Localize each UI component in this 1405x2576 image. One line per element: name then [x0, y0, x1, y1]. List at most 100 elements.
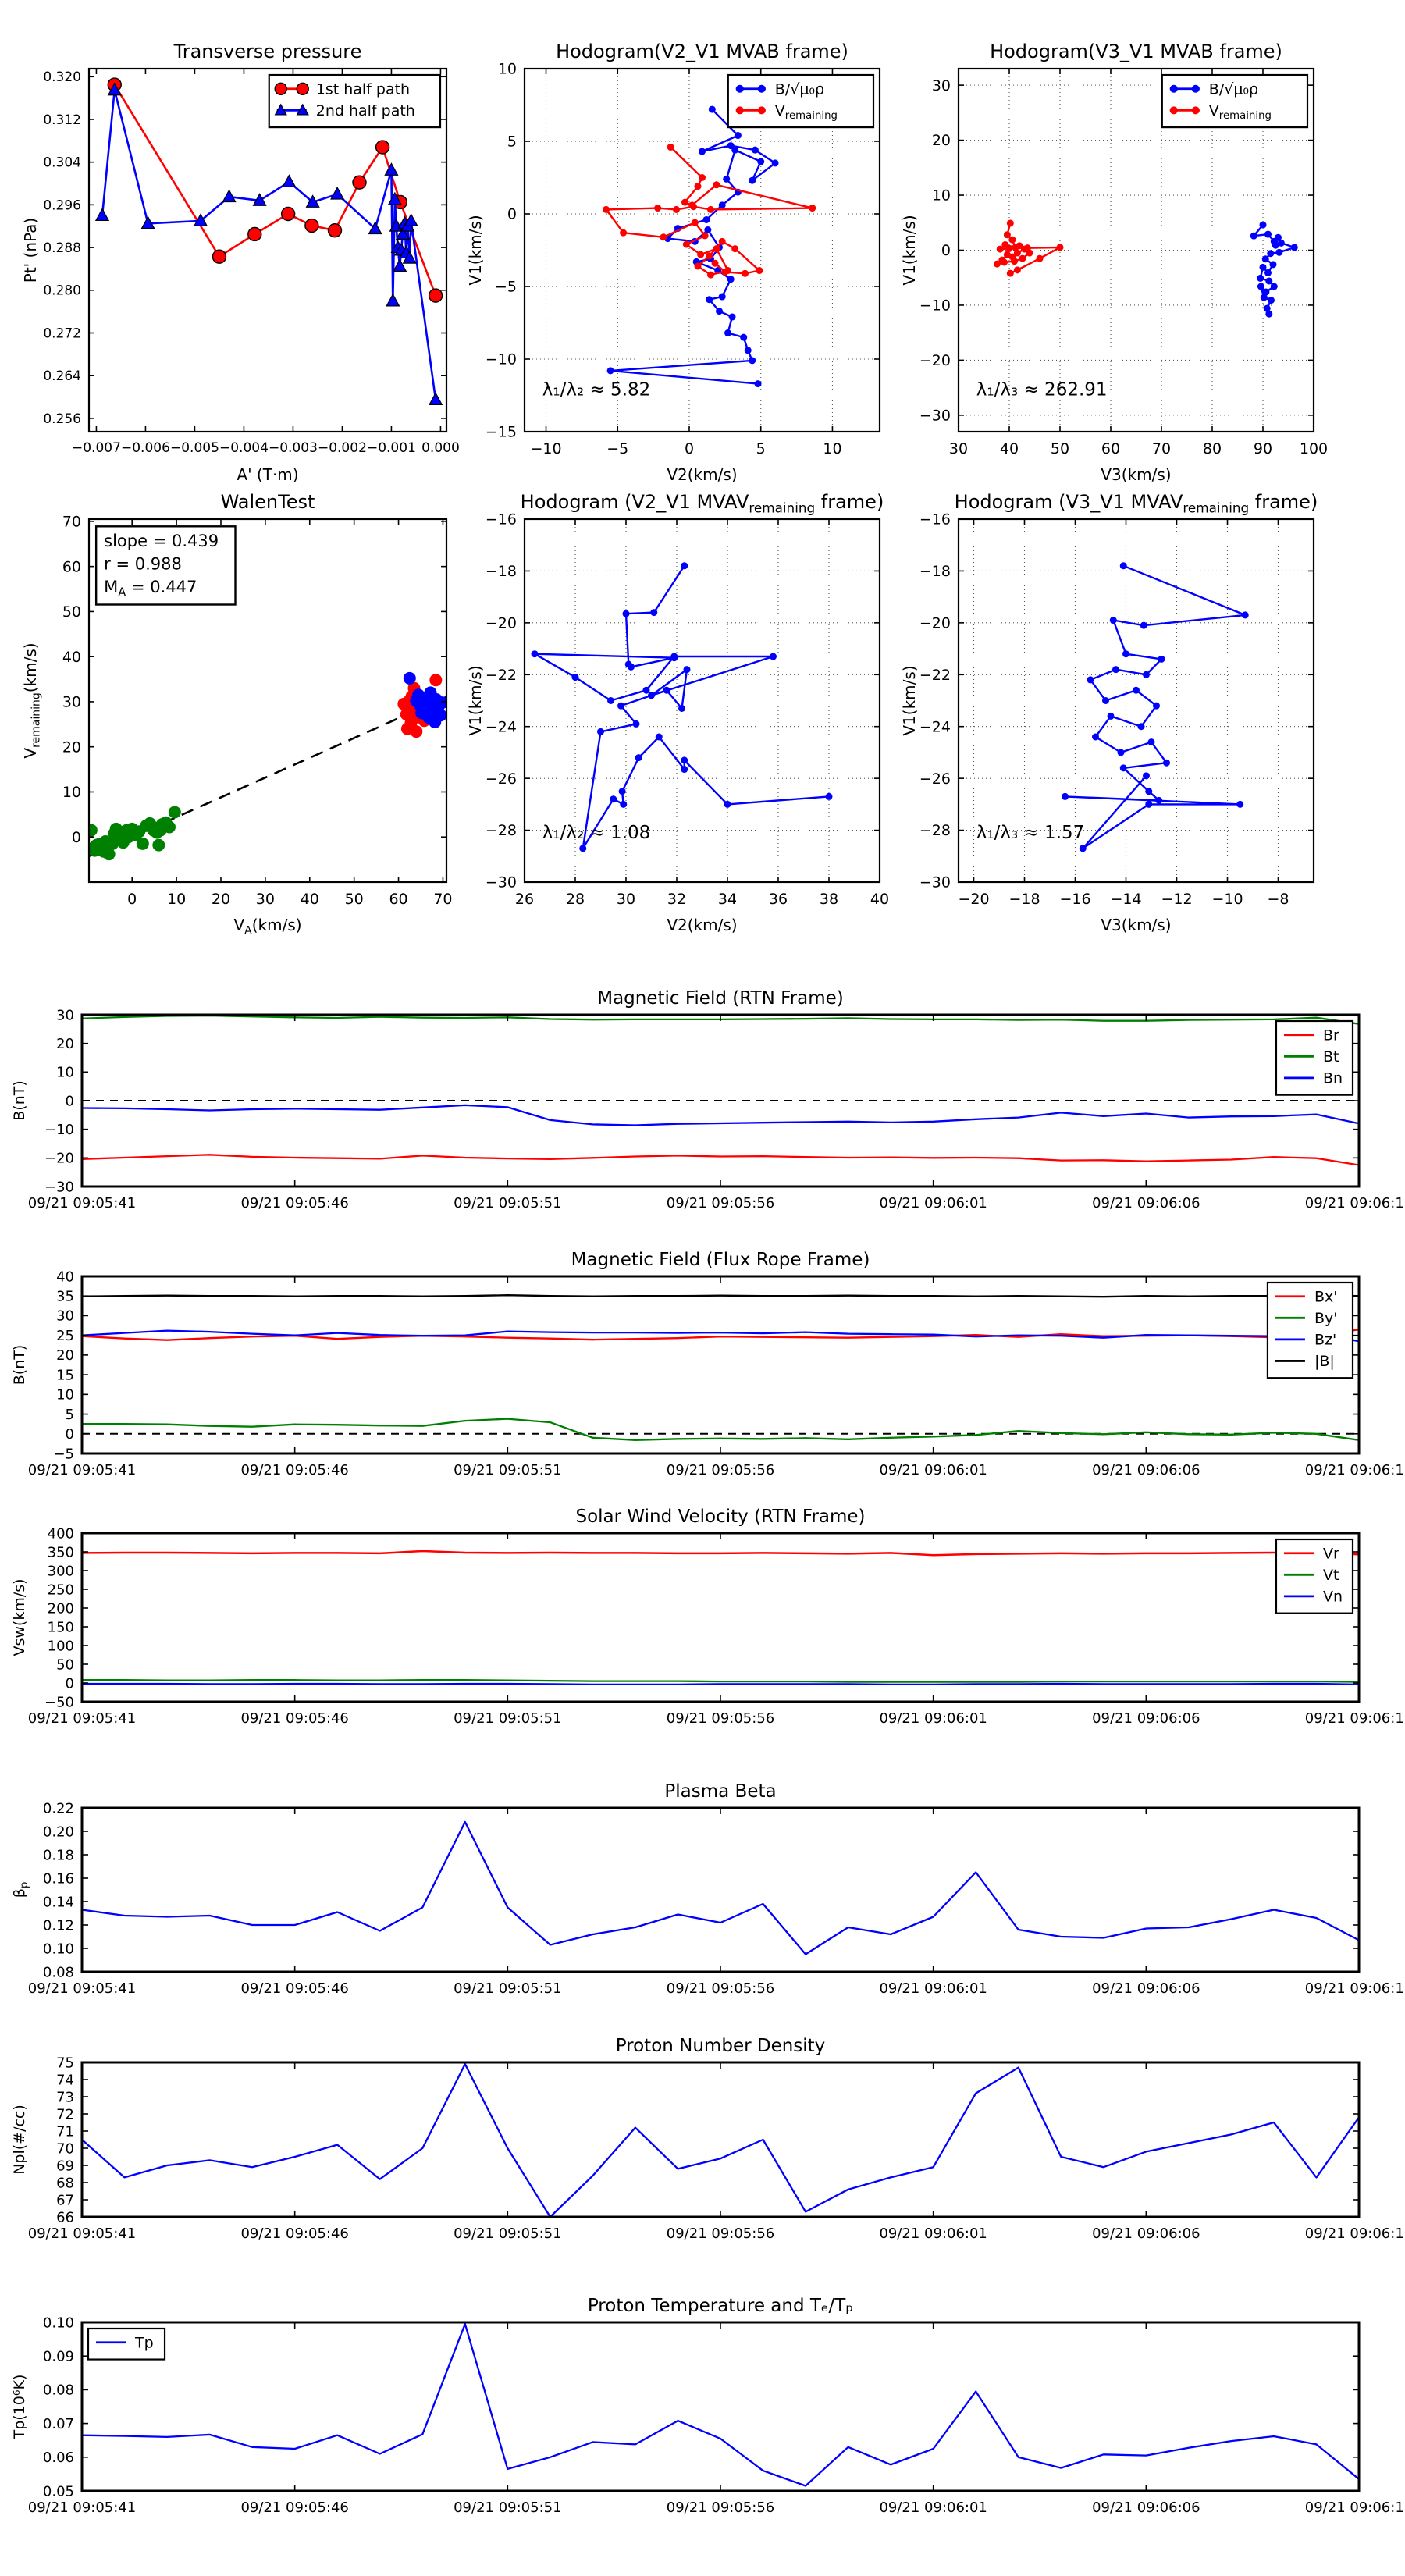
y-axis-label: Npl(#/cc)	[11, 2105, 28, 2175]
x-tick-label: 09/21 09:05:46	[240, 2500, 348, 2516]
chart-title: Hodogram (V2_V1 MVAVremaining frame)	[521, 491, 884, 515]
y-tick-label: 10	[56, 1387, 74, 1404]
transverse_pressure-svg: −0.007 −0.006 −0.005 −0.004 −0.003 −0.002 −0.0…	[21, 41, 460, 484]
y-tick-label: 0	[66, 1093, 74, 1109]
x-tick-label: 09/21 09:05:41	[28, 1195, 136, 1212]
x-axis-label: A' (T·m)	[237, 465, 298, 484]
annotation-text: λ₁/λ₂ ≈ 5.82	[542, 380, 651, 400]
x-tick-label: 09/21 09:06:11	[1305, 2500, 1405, 2516]
series-2nd-half-path	[94, 82, 443, 405]
series-npl	[82, 2063, 1359, 2217]
x-axis-label: V3(km/s)	[1101, 916, 1171, 934]
x-tick-label: 90	[1254, 440, 1272, 457]
annotation-text: λ₁/λ₃ ≈ 262.91	[976, 380, 1108, 400]
chart-title: Solar Wind Velocity (RTN Frame)	[575, 1507, 865, 1527]
x-tick-label: 0	[685, 440, 694, 457]
y-axis-label: V1(km/s)	[900, 215, 919, 285]
x-tick-label: −0.001	[367, 440, 416, 456]
y-tick-label: 250	[48, 1582, 74, 1598]
y-tick-label: 0	[66, 1426, 74, 1443]
y-tick-label: 70	[62, 514, 81, 531]
series-2nd-half-points	[403, 671, 446, 728]
y-tick-label: 0.12	[43, 1917, 74, 1934]
y-tick-label: −24	[486, 718, 517, 735]
y-tick-label: 60	[62, 558, 81, 575]
y-tick-label: 0.280	[43, 283, 81, 299]
legend-label: Bx'	[1314, 1288, 1338, 1305]
x-tick-label: 09/21 09:05:56	[667, 2500, 774, 2516]
y-axis-label: V1(km/s)	[900, 665, 919, 735]
y-tick-label: 68	[56, 2175, 74, 2191]
x-tick-label: −10	[1211, 891, 1243, 908]
y-tick-label: −20	[919, 352, 951, 369]
series-bn	[82, 1104, 1359, 1126]
y-tick-label: 30	[56, 1308, 74, 1325]
y-tick-label: 0.256	[43, 411, 81, 427]
hodogram_mvab_v3-svg: 30 40 50 60 70 80 90 100 −30 −20 −10 0 10 20 30 Hodogra…	[900, 41, 1328, 484]
y-tick-label: 70	[56, 2140, 74, 2157]
x-tick-label: −8	[1267, 891, 1289, 908]
chart-title: Proton Temperature and Tₑ/Tₚ	[588, 2296, 853, 2316]
y-tick-label: 5	[66, 1407, 74, 1423]
x-tick-label: 09/21 09:05:56	[667, 1710, 774, 1727]
series-br	[82, 1154, 1359, 1166]
y-tick-label: −18	[919, 563, 951, 580]
x-tick-label: 0	[127, 891, 137, 908]
x-tick-label: −12	[1161, 891, 1192, 908]
hodogram_mvav_v3-svg: −20 −18 −16 −14 −12 −10 −8 −30 −28 −26 −24 −22 −20 −1…	[900, 491, 1318, 934]
y-tick-label: 0.09	[43, 2349, 74, 2365]
y-tick-label: −30	[919, 874, 951, 891]
x-tick-label: 09/21 09:06:11	[1305, 1195, 1405, 1212]
x-tick-label: 09/21 09:05:41	[28, 2500, 136, 2516]
legend: Bx' By' Bz' |B|	[1266, 1281, 1354, 1379]
y-tick-label: 0	[507, 206, 517, 223]
stats-line: MA = 0.447	[104, 578, 197, 600]
y-tick-label: 0.20	[43, 1823, 74, 1840]
y-tick-label: 20	[56, 1036, 74, 1052]
series-v-remaining	[603, 143, 816, 279]
legend: Tp	[87, 2327, 166, 2361]
x-tick-label: −14	[1110, 891, 1141, 908]
x-tick-label: 09/21 09:05:41	[28, 1710, 136, 1727]
x-tick-label: 09/21 09:06:11	[1305, 2226, 1405, 2242]
proton-density-chart: 09/21 09:05:41 09/21 09:05:46 09/21 09:05:…	[5, 2026, 1405, 2254]
y-tick-label: 30	[56, 1007, 74, 1023]
y-tick-label: 200	[48, 1600, 74, 1617]
x-tick-label: 09/21 09:05:46	[240, 1710, 348, 1727]
y-tick-label: 66	[56, 2209, 74, 2226]
y-tick-label: 0.05	[43, 2483, 74, 2500]
x-tick-label: 09/21 09:06:11	[1305, 1980, 1405, 1997]
x-tick-label: 09/21 09:05:56	[667, 2226, 774, 2242]
y-tick-label: 100	[48, 1638, 74, 1654]
series-v-path	[1062, 562, 1249, 852]
y-tick-label: 69	[56, 2158, 74, 2174]
y-tick-label: −24	[919, 718, 951, 735]
y-tick-label: −5	[53, 1446, 74, 1462]
hodogram_mvav_v2-svg: 26 28 30 32 34 36 38 40 −30 −28 −26 −24 −22 −20 −18 −16…	[466, 491, 889, 934]
y-tick-label: 15	[56, 1367, 74, 1383]
y-axis-label: Tp(10⁶K)	[11, 2375, 28, 2440]
y-tick-label: 74	[56, 2072, 74, 2088]
y-tick-label: 0.18	[43, 1847, 74, 1863]
plasma-beta-chart: 09/21 09:05:41 09/21 09:05:46 09/21 09:05:…	[5, 1772, 1405, 2009]
x-tick-label: −10	[530, 440, 561, 457]
stats-box: slope = 0.439 r = 0.988 MA = 0.447	[94, 525, 237, 606]
y-tick-label: −22	[919, 667, 951, 684]
legend-label: B/√μ₀ρ	[1209, 80, 1258, 98]
y-tick-label: 75	[56, 2055, 74, 2071]
legend-label: |B|	[1314, 1353, 1335, 1370]
y-tick-label: 50	[62, 603, 81, 621]
x-tick-label: 09/21 09:05:41	[28, 1980, 136, 1997]
x-tick-label: 40	[1000, 440, 1019, 457]
x-tick-label: 09/21 09:06:06	[1092, 1710, 1200, 1727]
y-tick-label: −30	[486, 874, 517, 891]
x-tick-label: −0.002	[318, 440, 367, 456]
series-vr	[82, 1550, 1359, 1557]
y-tick-label: −16	[486, 511, 517, 528]
chart-title: Hodogram (V3_V1 MVAVremaining frame)	[955, 491, 1318, 515]
x-tick-label: 09/21 09:06:06	[1092, 2226, 1200, 2242]
y-tick-label: −5	[495, 279, 517, 296]
y-tick-label: 0.10	[43, 2314, 74, 2331]
x-tick-label: 30	[256, 891, 275, 908]
annotation-text: λ₁/λ₃ ≈ 1.57	[976, 823, 1085, 843]
